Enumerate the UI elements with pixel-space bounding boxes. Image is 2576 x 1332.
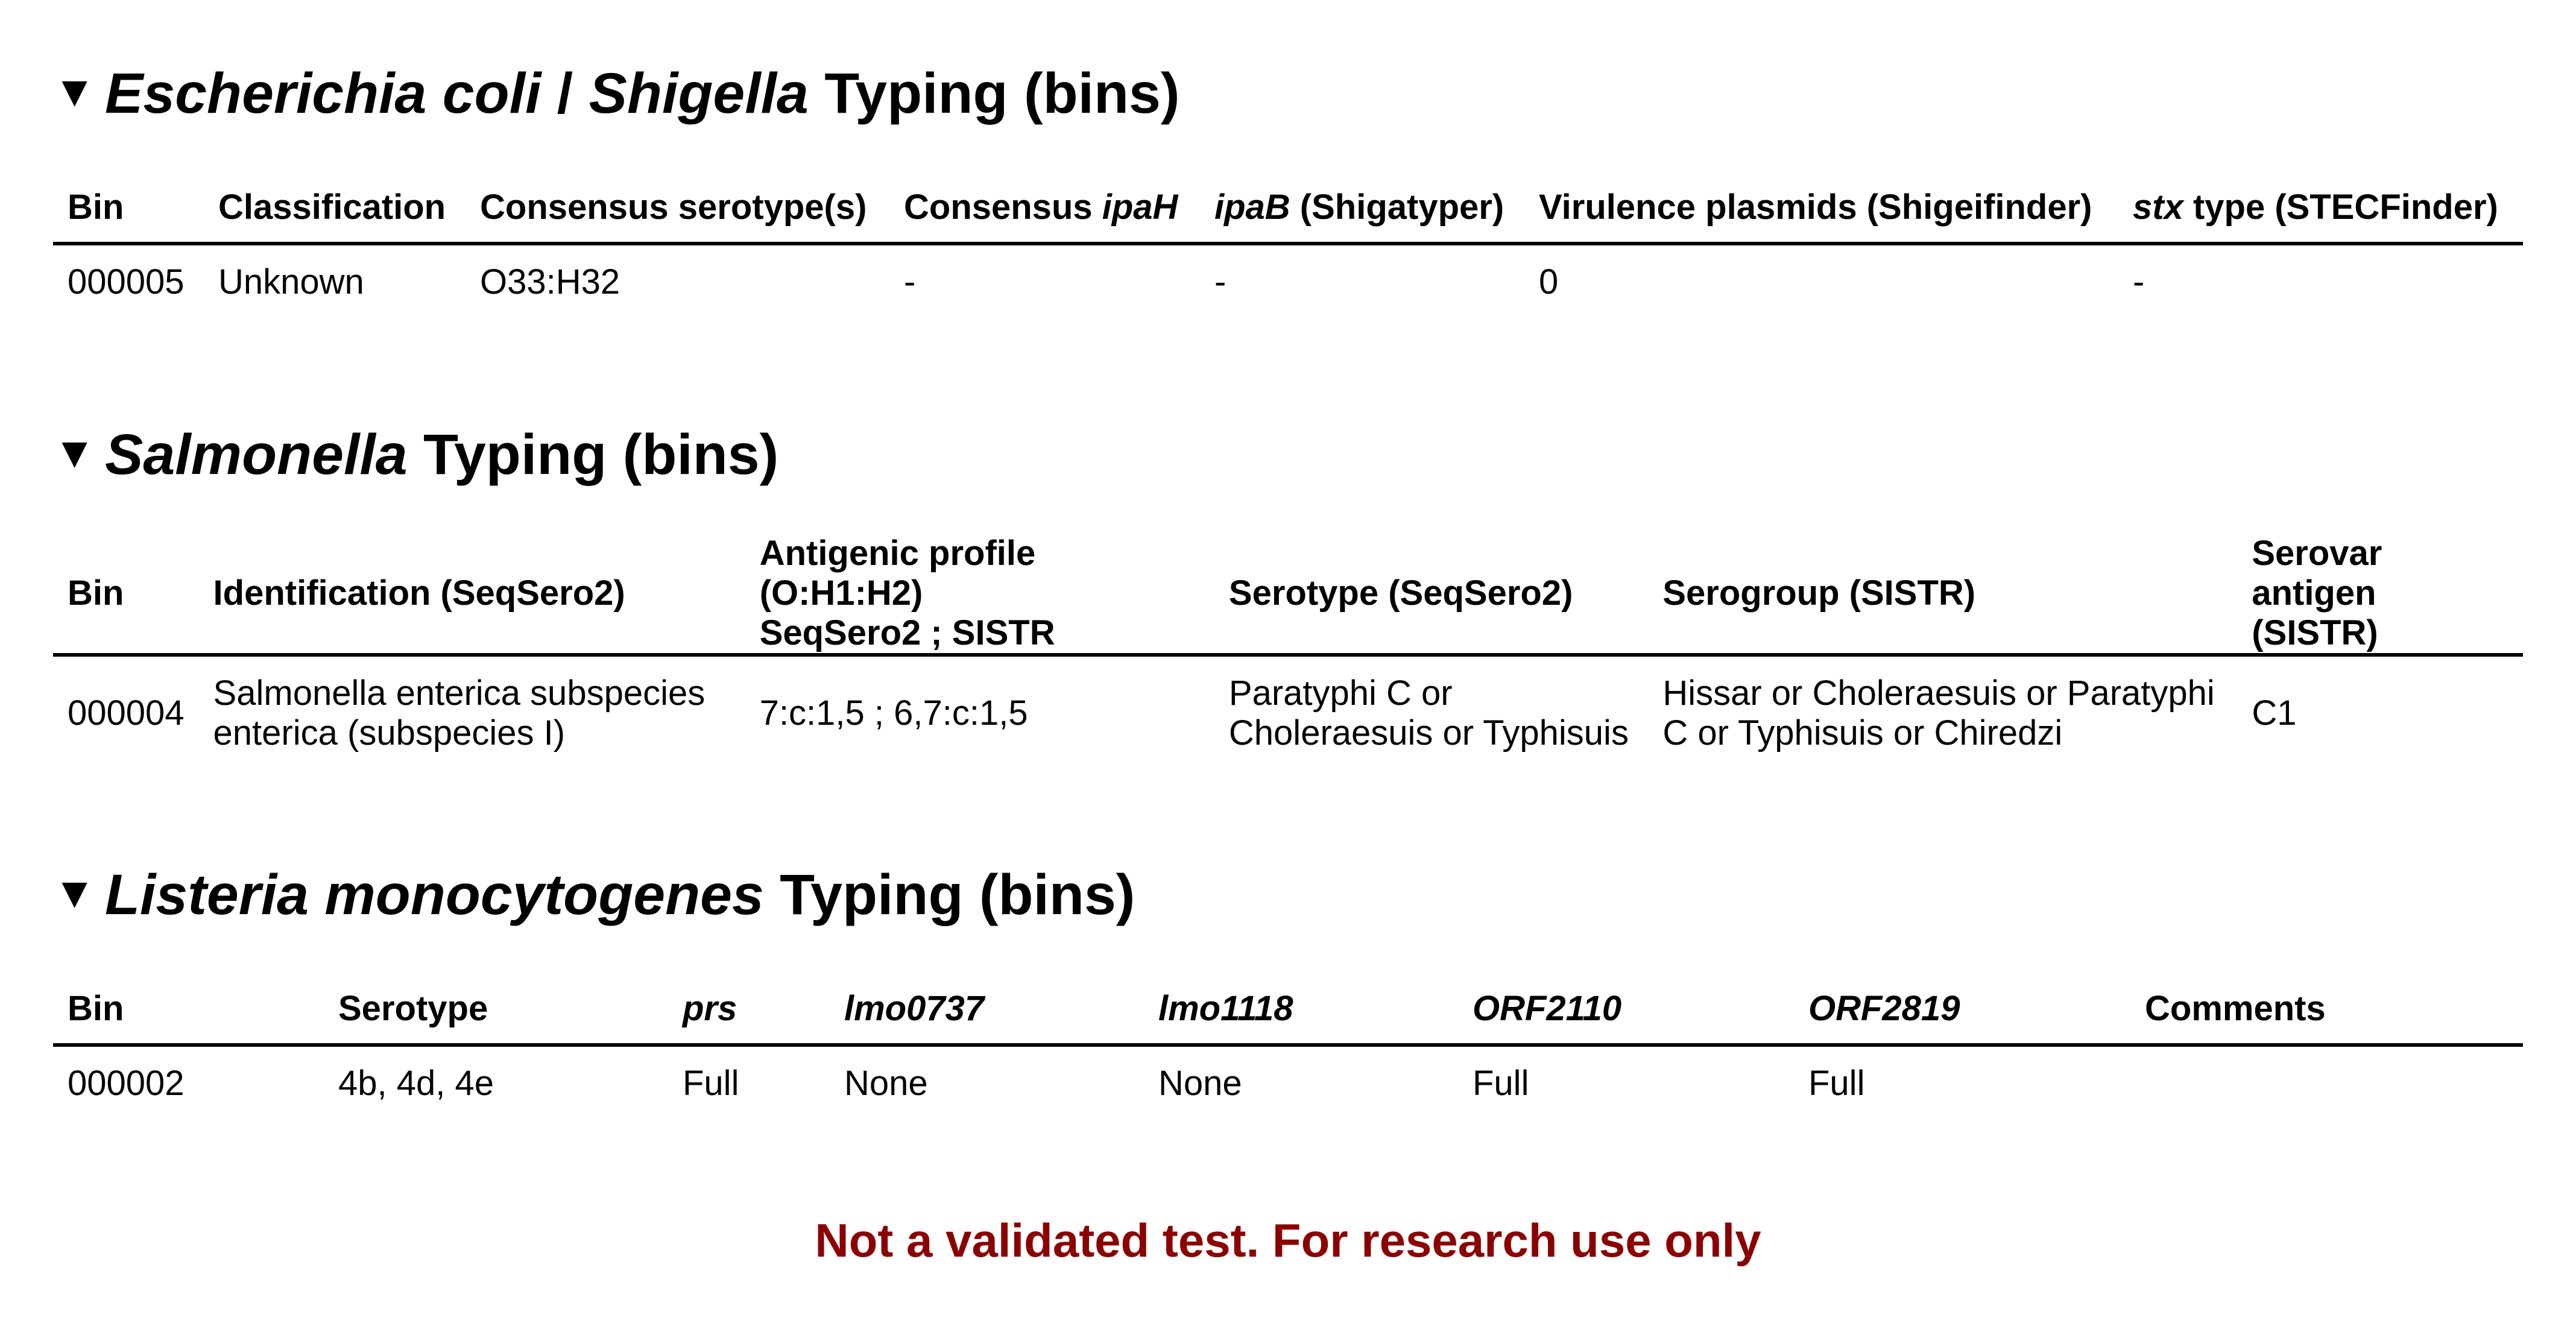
table-row: 000002 4b, 4d, 4e Full None None Full Fu… <box>53 1045 2523 1120</box>
table-cell <box>2130 1045 2523 1120</box>
listeria-typing-table: Bin Serotype prs lmo0737 lmo1118 ORF2110… <box>53 974 2523 1120</box>
column-header: lmo0737 <box>844 988 985 1028</box>
table-cell: C1 <box>2252 693 2297 733</box>
table-cell: Full <box>1473 1063 1529 1103</box>
column-header: Serovar antigen (SISTR) <box>2252 534 2382 652</box>
table-cell: Unknown <box>218 262 364 301</box>
column-header: Comments <box>2145 988 2326 1028</box>
table-row: 000005 Unknown O33:H32 - - 0 - <box>53 244 2523 318</box>
listeria-section: ▼ Listeria monocytogenes Typing (bins) B… <box>53 866 2523 1103</box>
column-header: ORF2110 <box>1473 988 1622 1028</box>
table-cell: Full <box>1808 1063 1865 1103</box>
table-cell: 7:c:1,5 ; 6,7:c:1,5 <box>759 693 1028 733</box>
column-header: Bin <box>68 187 124 227</box>
column-header: lmo1118 <box>1158 988 1293 1028</box>
column-header: stx type (STECFinder) <box>2133 187 2498 227</box>
collapse-triangle-icon: ▼ <box>53 428 96 477</box>
column-header: Serogroup (SISTR) <box>1662 573 1976 613</box>
column-header: Identification (SeqSero2) <box>213 573 625 613</box>
column-header: Virulence plasmids (Shigeifinder) <box>1539 187 2092 227</box>
column-header: Consensus ipaH <box>904 187 1178 227</box>
salmonella-section-toggle[interactable]: ▼ Salmonella Typing (bins) <box>53 426 2523 484</box>
table-cell: None <box>1158 1063 1242 1103</box>
ecoli-section: ▼ Escherichia coli / Shigella Typing (bi… <box>53 65 2523 301</box>
table-cell: - <box>2133 262 2145 301</box>
table-cell: - <box>904 262 916 301</box>
salmonella-section: ▼ Salmonella Typing (bins) Bin Identific… <box>53 426 2523 753</box>
table-cell: 0 <box>1539 262 1559 301</box>
ecoli-typing-table: Bin Classification Consensus serotype(s)… <box>53 172 2523 318</box>
table-cell: O33:H32 <box>480 262 620 301</box>
table-cell: Hissar or Choleraesuis or Paratyphi C or… <box>1662 673 2215 753</box>
column-header: Bin <box>68 988 124 1028</box>
table-header-row: Bin Classification Consensus serotype(s)… <box>53 172 2523 244</box>
column-header: Classification <box>218 187 446 227</box>
table-cell: None <box>844 1063 928 1103</box>
salmonella-typing-table: Bin Identification (SeqSero2) Antigenic … <box>53 534 2523 769</box>
collapse-triangle-icon: ▼ <box>53 868 96 917</box>
collapse-triangle-icon: ▼ <box>53 67 96 116</box>
column-header: Antigenic profile (O:H1:H2) SeqSero2 ; SI… <box>759 534 1055 652</box>
column-header: prs <box>683 988 737 1028</box>
table-cell: Paratyphi C or Choleraesuis or Typhisuis <box>1228 673 1629 753</box>
ecoli-section-toggle[interactable]: ▼ Escherichia coli / Shigella Typing (bi… <box>53 65 2523 122</box>
table-row: 000004 Salmonella enterica subspecies en… <box>53 655 2523 769</box>
table-header-row: Bin Identification (SeqSero2) Antigenic … <box>53 534 2523 655</box>
salmonella-section-title: Salmonella Typing (bins) <box>105 423 779 487</box>
table-cell: 000005 <box>68 262 185 301</box>
column-header: ORF2819 <box>1808 988 1960 1028</box>
ecoli-section-title: Escherichia coli / Shigella Typing (bins… <box>105 62 1180 125</box>
table-cell: Full <box>683 1063 739 1103</box>
table-cell: 000002 <box>68 1063 185 1103</box>
research-use-disclaimer: Not a validated test. For research use o… <box>815 1214 1761 1267</box>
table-cell: 000004 <box>68 693 185 733</box>
table-cell: - <box>1214 262 1226 301</box>
column-header: Serotype (SeqSero2) <box>1228 573 1573 613</box>
column-header: Bin <box>68 573 124 613</box>
column-header: Serotype <box>338 988 488 1028</box>
listeria-section-toggle[interactable]: ▼ Listeria monocytogenes Typing (bins) <box>53 866 2523 924</box>
column-header: ipaB (Shigatyper) <box>1214 187 1504 227</box>
table-cell: Salmonella enterica subspecies enterica … <box>213 673 706 753</box>
table-cell: 4b, 4d, 4e <box>338 1063 494 1103</box>
column-header: Consensus serotype(s) <box>480 187 867 227</box>
table-header-row: Bin Serotype prs lmo0737 lmo1118 ORF2110… <box>53 974 2523 1045</box>
listeria-section-title: Listeria monocytogenes Typing (bins) <box>105 863 1135 927</box>
